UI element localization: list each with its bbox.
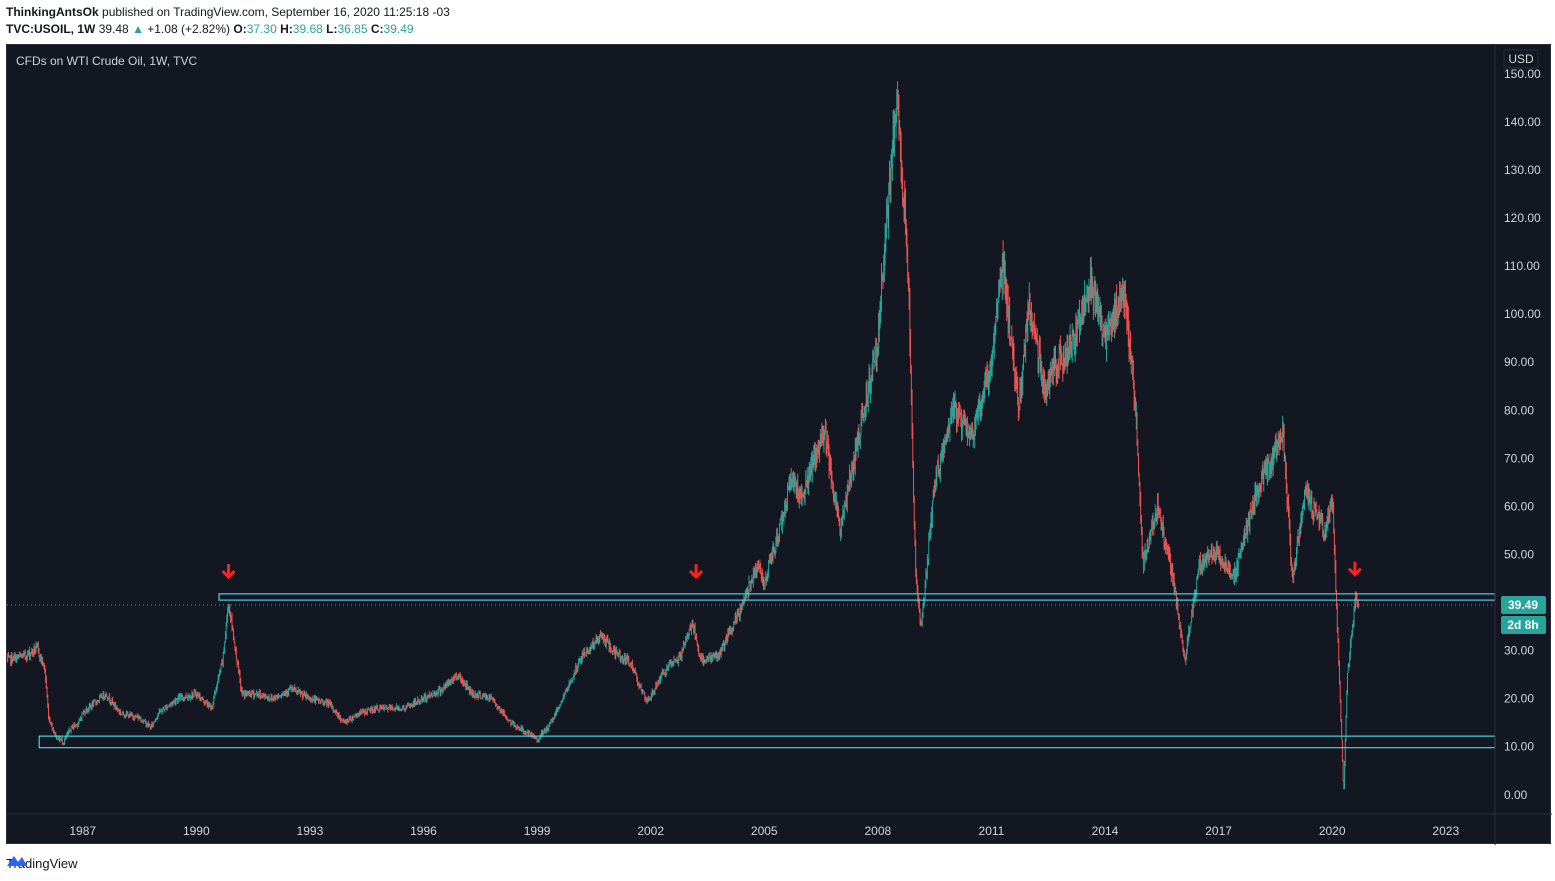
y-tick-label: 90.00	[1504, 355, 1534, 369]
candlestick-series	[7, 81, 1359, 790]
annotation-arrows	[221, 561, 1362, 580]
y-tick-label: 110.00	[1504, 259, 1540, 273]
low-value: 36.85	[337, 22, 368, 36]
resistance-zone[interactable]	[218, 593, 1496, 601]
x-tick-label: 1990	[183, 824, 210, 838]
last-price-badge	[1501, 596, 1546, 614]
x-tick-label: 1996	[410, 824, 437, 838]
y-tick-label: 60.00	[1504, 499, 1534, 513]
y-tick-label: 80.00	[1504, 403, 1534, 417]
high-value: 39.68	[292, 22, 323, 36]
publish-line: ThinkingAntsOk published on TradingView.…	[6, 4, 450, 21]
x-tick-label: 2011	[979, 824, 1005, 838]
horizontal-zones[interactable]	[38, 593, 1496, 749]
price-change: +1.08 (+2.82%)	[147, 22, 231, 36]
y-tick-label: 70.00	[1504, 451, 1534, 465]
y-tick-label: 30.00	[1504, 644, 1534, 658]
close-value: 39.49	[383, 22, 414, 36]
publish-info: published on TradingView.com, September …	[102, 5, 450, 19]
x-tick-label: 1993	[297, 824, 324, 838]
y-tick-label: 20.00	[1504, 692, 1534, 706]
y-tick-label: 140.00	[1504, 115, 1541, 129]
currency-label: USD	[1508, 52, 1534, 66]
support-zone[interactable]	[38, 735, 1496, 749]
y-tick-label: 150.00	[1504, 67, 1541, 81]
last-price: 39.48	[98, 22, 129, 36]
y-tick-label: 10.00	[1504, 740, 1534, 754]
header: ThinkingAntsOk published on TradingView.…	[6, 4, 450, 38]
last-price-badge-label: 39.49	[1508, 598, 1538, 612]
close-label: C:	[370, 22, 384, 36]
x-tick-label: 2002	[637, 824, 664, 838]
x-tick-label: 2008	[864, 824, 891, 838]
x-tick-label: 1987	[69, 824, 96, 838]
price-chart[interactable]: 0.0010.0020.0030.0040.0050.0060.0070.008…	[7, 45, 1552, 845]
x-tick-label: 2020	[1319, 824, 1346, 838]
open-label: O:	[233, 22, 247, 36]
brand-label[interactable]: TradingView	[6, 855, 78, 871]
author-link[interactable]: ThinkingAntsOk	[6, 5, 99, 19]
up-triangle-icon: ▲	[132, 22, 144, 36]
arrow-down-icon	[689, 564, 704, 580]
footer: TradingView	[6, 853, 78, 873]
countdown-label: 2d 8h	[1507, 618, 1538, 632]
arrow-down-icon	[1347, 561, 1362, 577]
countdown-badge	[1501, 616, 1546, 634]
ohlc-line: TVC:USOIL, 1W 39.48 ▲ +1.08 (+2.82%) O:3…	[6, 21, 450, 38]
y-tick-label: 130.00	[1504, 163, 1541, 177]
y-tick-label: 100.00	[1504, 307, 1541, 321]
chart-area[interactable]: 0.0010.0020.0030.0040.0050.0060.0070.008…	[6, 44, 1552, 845]
y-tick-label: 50.00	[1504, 547, 1534, 561]
high-label: H:	[280, 22, 293, 36]
time-axis[interactable]: 1987 1990 1993 1996 1999 2002 2005 2008 2011 2014…	[69, 824, 1459, 838]
arrow-down-icon	[221, 564, 236, 580]
currency-badge[interactable]	[1503, 49, 1539, 69]
symbol-label: TVC:USOIL, 1W	[6, 22, 96, 36]
x-tick-label: 2017	[1205, 824, 1232, 838]
x-tick-label: 2023	[1432, 824, 1459, 838]
tradingview-logo-icon[interactable]	[6, 853, 28, 867]
open-value: 37.30	[246, 22, 277, 36]
x-tick-label: 1999	[524, 824, 551, 838]
x-tick-label: 2014	[1092, 824, 1119, 838]
low-label: L:	[326, 22, 338, 36]
y-tick-label: 0.00	[1504, 788, 1528, 802]
y-tick-label: 120.00	[1504, 211, 1541, 225]
x-tick-label: 2005	[751, 824, 778, 838]
price-axis[interactable]: 0.0010.0020.0030.0040.0050.0060.0070.008…	[1504, 67, 1541, 802]
chart-title: CFDs on WTI Crude Oil, 1W, TVC	[16, 54, 197, 68]
